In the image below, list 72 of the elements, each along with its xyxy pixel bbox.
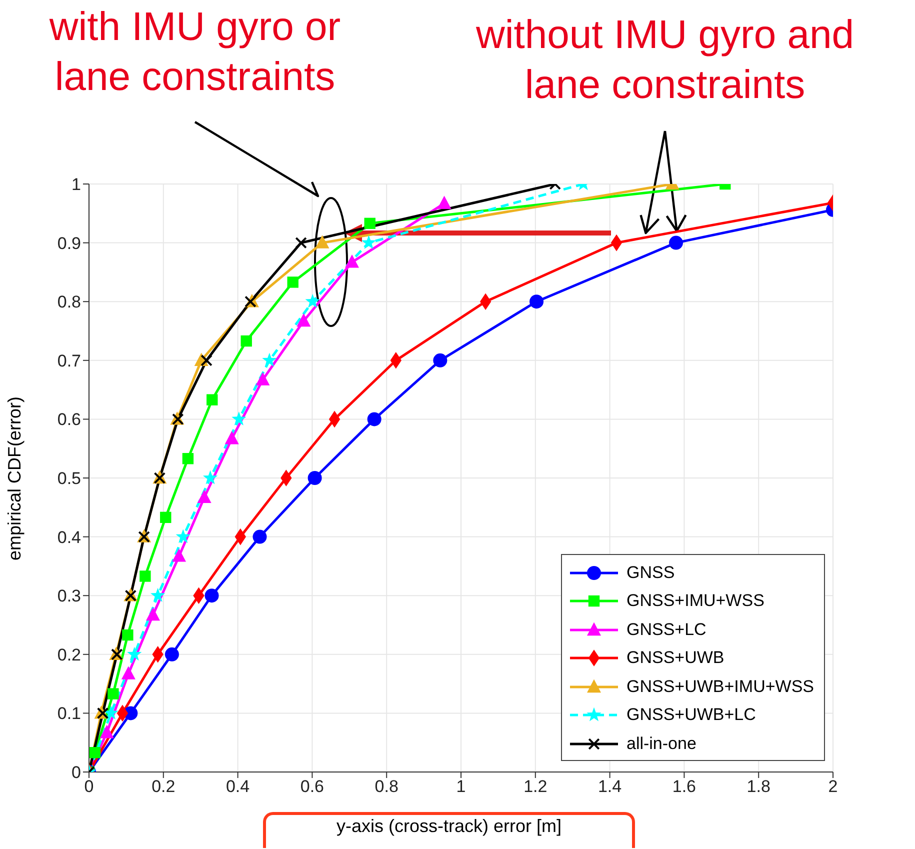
x-tick-label: 1 (456, 777, 466, 796)
point (345, 254, 360, 268)
point (172, 548, 186, 562)
point (433, 353, 448, 368)
x-tick-label: 0.4 (226, 777, 250, 796)
point (232, 412, 246, 426)
point (367, 412, 382, 426)
point (224, 430, 239, 444)
point (182, 452, 194, 464)
legend-label: GNSS (626, 562, 675, 583)
legend-label: GNSS+UWB+IMU+WSS (626, 676, 814, 697)
x-tick-label: 2 (828, 777, 838, 796)
point (361, 235, 376, 250)
x-tick-label: 1.2 (524, 777, 548, 796)
y-tick-label: 0 (72, 763, 81, 782)
point (240, 335, 252, 347)
point (315, 235, 330, 248)
point (305, 294, 320, 308)
point (296, 313, 311, 327)
annotation: without IMU gyro and lane constraints (475, 12, 855, 109)
x-tick-label: 0 (84, 777, 94, 796)
point (127, 646, 142, 661)
x-tick-label: 1.6 (672, 777, 696, 796)
point (437, 196, 452, 210)
point (89, 746, 101, 758)
y-tick-label: 0.4 (57, 528, 81, 547)
legend-label: GNSS+UWB+LC (626, 705, 756, 726)
point (202, 470, 218, 484)
x-tick-label: 0.2 (152, 777, 176, 796)
point (364, 218, 376, 229)
y-tick-label: 0.8 (57, 292, 81, 312)
y-tick-label: 0.6 (57, 410, 81, 430)
legend-label: GNSS+IMU+WSS (626, 591, 764, 612)
y-tick-label: 0.1 (57, 704, 81, 724)
point (308, 471, 322, 485)
y-tick-label: 0.7 (57, 351, 81, 370)
y-tick-label: 0.9 (57, 234, 81, 253)
point (121, 666, 136, 680)
x-tick-label: 1.4 (598, 777, 622, 796)
y-tick-label: 0.5 (57, 469, 81, 488)
point (176, 529, 190, 544)
point (108, 688, 119, 700)
point (100, 724, 114, 738)
legend-label: GNSS+LC (626, 620, 706, 640)
point (262, 352, 277, 367)
point (160, 512, 172, 523)
legend-label: all-in-one (626, 734, 696, 754)
point (164, 647, 179, 662)
x-axis-title: y-axis (cross-track) error [m] (336, 816, 562, 837)
text: with IMU gyro or lane constraints (48, 4, 342, 101)
point (252, 530, 267, 544)
y-axis-title: empirical CDF(error) (4, 396, 26, 560)
point (197, 490, 212, 504)
x-tick-label: 1.8 (746, 777, 770, 796)
x-tick-label: 0.8 (374, 777, 398, 796)
point (204, 588, 219, 603)
point (140, 570, 151, 582)
y-tick-label: 1 (72, 175, 81, 194)
point (122, 629, 134, 641)
point (256, 372, 270, 386)
point (146, 607, 160, 621)
point (669, 236, 684, 250)
x-tick-label: 0.6 (300, 777, 324, 796)
point (530, 294, 544, 309)
legend-label: GNSS+UWB (626, 648, 724, 668)
point (206, 394, 218, 406)
point (104, 706, 118, 720)
point (150, 588, 166, 602)
y-tick-label: 0.3 (57, 586, 81, 606)
point (480, 293, 492, 310)
y-tick-label: 0.2 (57, 645, 81, 664)
point (287, 276, 298, 288)
